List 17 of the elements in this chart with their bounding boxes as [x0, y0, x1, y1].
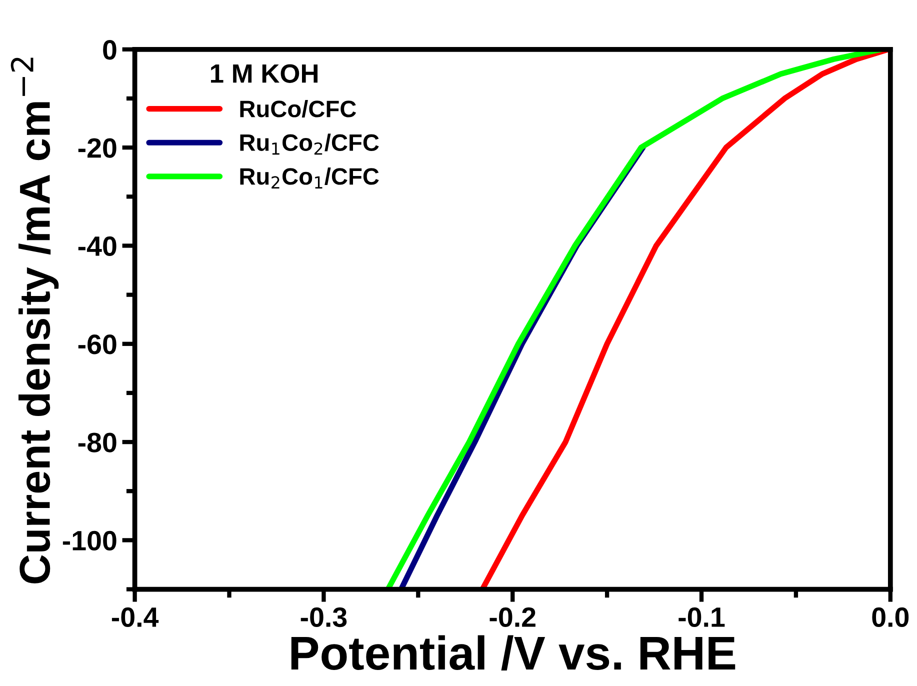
y-axis-title: Current density /mA cm$^{−2}$ [10, 58, 59, 584]
y-tick-label: -60 [78, 334, 116, 354]
y-tick-label: -20 [78, 138, 116, 158]
legend-title: 1 M KOH [210, 64, 318, 83]
y-tick-label: 0 [103, 40, 116, 60]
x-tick-label: 0.0 [872, 607, 909, 628]
y-tick-label: -100 [62, 530, 116, 551]
legend-label: Ru$_{1}$Co$_{2}$/CFC [240, 134, 379, 155]
legend-label: RuCo/CFC [240, 100, 356, 118]
x-tick-label: -0.4 [112, 607, 159, 628]
y-tick-label: -40 [78, 236, 116, 256]
x-tick-label: -0.3 [300, 607, 347, 628]
y-tick-label: -80 [78, 432, 116, 452]
x-tick-label: -0.1 [678, 607, 725, 628]
x-tick-label: -0.2 [490, 607, 536, 628]
x-axis-title: Potential /V vs. RHE [291, 635, 736, 670]
legend-label: Ru$_{2}$Co$_{1}$/CFC [240, 167, 379, 188]
